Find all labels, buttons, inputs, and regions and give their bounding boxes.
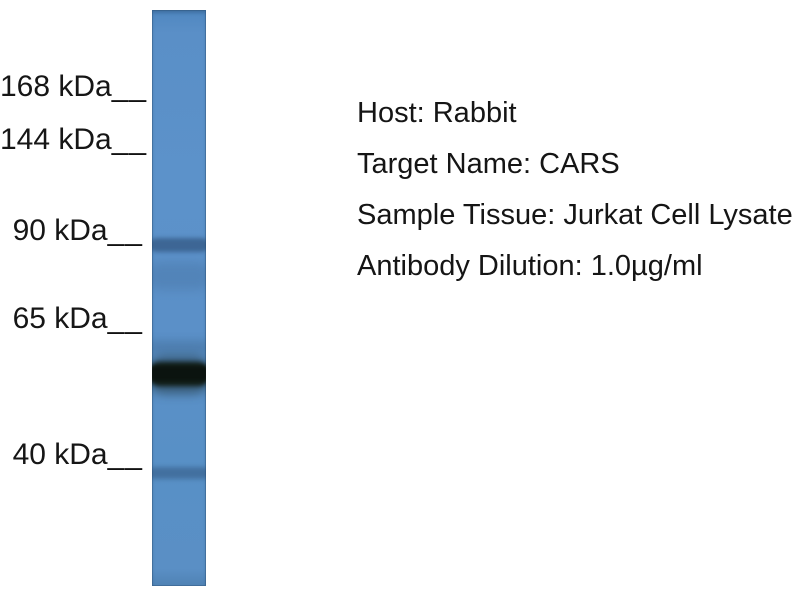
marker-label: 168 kDa bbox=[0, 70, 112, 103]
smear-below-90kda bbox=[152, 262, 206, 290]
host-line: Host: Rabbit bbox=[357, 97, 517, 129]
antibody-dilution-line: Antibody Dilution: 1.0µg/ml bbox=[357, 250, 703, 282]
band-90kda bbox=[152, 238, 206, 252]
molecular-weight-markers: 168 kDa__ 144 kDa__ 90 kDa__ 65 kDa__ 40… bbox=[0, 0, 146, 600]
blot-lane bbox=[152, 10, 206, 586]
band-40kda bbox=[152, 467, 206, 479]
target-name-line: Target Name: CARS bbox=[357, 148, 620, 180]
marker-144kda: 144 kDa__ bbox=[0, 123, 146, 156]
sample-tissue-line: Sample Tissue: Jurkat Cell Lysate bbox=[357, 199, 793, 231]
marker-tick: __ bbox=[111, 70, 148, 103]
marker-40kda: 40 kDa__ bbox=[0, 440, 143, 470]
marker-tick: __ bbox=[111, 123, 148, 156]
smear-above-main-band bbox=[152, 340, 206, 354]
annotation-block: Host: Rabbit Target Name: CARS Sample Ti… bbox=[357, 98, 800, 302]
marker-label: 65 kDa bbox=[12, 302, 108, 335]
marker-tick: __ bbox=[107, 302, 143, 335]
main-band-core bbox=[152, 367, 206, 380]
marker-tick: __ bbox=[107, 438, 143, 471]
marker-label: 90 kDa bbox=[12, 214, 108, 247]
marker-tick: __ bbox=[107, 214, 143, 247]
marker-label: 40 kDa bbox=[12, 438, 108, 471]
marker-label: 144 kDa bbox=[0, 123, 112, 156]
marker-168kda: 168 kDa__ bbox=[0, 70, 146, 103]
marker-90kda: 90 kDa__ bbox=[0, 216, 143, 246]
marker-65kda: 65 kDa__ bbox=[0, 304, 143, 334]
